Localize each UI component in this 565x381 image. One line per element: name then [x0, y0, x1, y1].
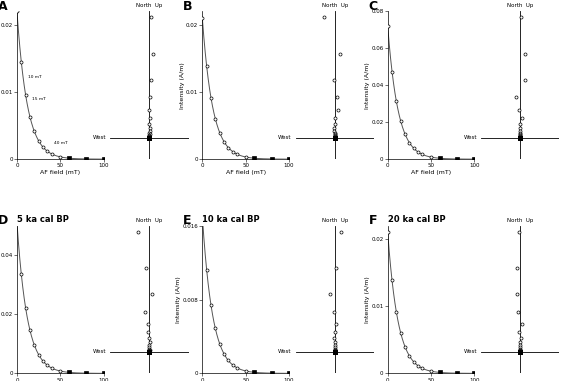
- Text: 40 mT: 40 mT: [54, 141, 68, 146]
- Text: 15 mT: 15 mT: [32, 97, 45, 101]
- Text: North  Up: North Up: [136, 218, 163, 223]
- Text: 10 ka cal BP: 10 ka cal BP: [202, 215, 260, 224]
- Text: E: E: [183, 214, 192, 227]
- Text: NRM$_0$ = 0.021 A/m: NRM$_0$ = 0.021 A/m: [202, 257, 276, 269]
- Y-axis label: Intensity (A/m): Intensity (A/m): [365, 62, 370, 109]
- Text: 20 ka cal BP: 20 ka cal BP: [388, 215, 445, 224]
- X-axis label: AF field (mT): AF field (mT): [411, 170, 451, 175]
- Text: West: West: [463, 135, 477, 140]
- Text: C: C: [368, 0, 378, 13]
- Text: F: F: [368, 214, 377, 227]
- Text: North  Up: North Up: [507, 218, 533, 223]
- Text: 1284 cm cd: 1284 cm cd: [202, 236, 247, 245]
- Text: North  Up: North Up: [136, 3, 163, 8]
- Text: 2140 cm cd: 2140 cm cd: [388, 236, 432, 245]
- Text: North  Up: North Up: [507, 3, 533, 8]
- Text: West: West: [93, 349, 106, 354]
- Text: North  Up: North Up: [321, 3, 348, 8]
- Y-axis label: Intensity (A/m): Intensity (A/m): [180, 62, 185, 109]
- Text: West: West: [463, 349, 477, 354]
- Text: West: West: [278, 349, 292, 354]
- Y-axis label: Intensity (A/m): Intensity (A/m): [176, 276, 181, 323]
- Text: NRM$_0$ = 0.022 A/m: NRM$_0$ = 0.022 A/m: [17, 257, 90, 269]
- X-axis label: AF field (mT): AF field (mT): [225, 170, 266, 175]
- Text: West: West: [278, 135, 292, 140]
- Text: A: A: [0, 0, 7, 13]
- Text: D: D: [0, 214, 8, 227]
- Y-axis label: Intensity (A/m): Intensity (A/m): [365, 276, 370, 323]
- Text: B: B: [183, 0, 193, 13]
- X-axis label: AF field (mT): AF field (mT): [40, 170, 80, 175]
- Text: West: West: [93, 135, 106, 140]
- Text: 5 ka cal BP: 5 ka cal BP: [17, 215, 69, 224]
- Text: NRM$_0$ = 0.072 A/m: NRM$_0$ = 0.072 A/m: [388, 257, 461, 269]
- Text: 385 cm cd: 385 cm cd: [17, 236, 56, 245]
- Text: 10 mT: 10 mT: [28, 75, 42, 79]
- Text: North  Up: North Up: [321, 218, 348, 223]
